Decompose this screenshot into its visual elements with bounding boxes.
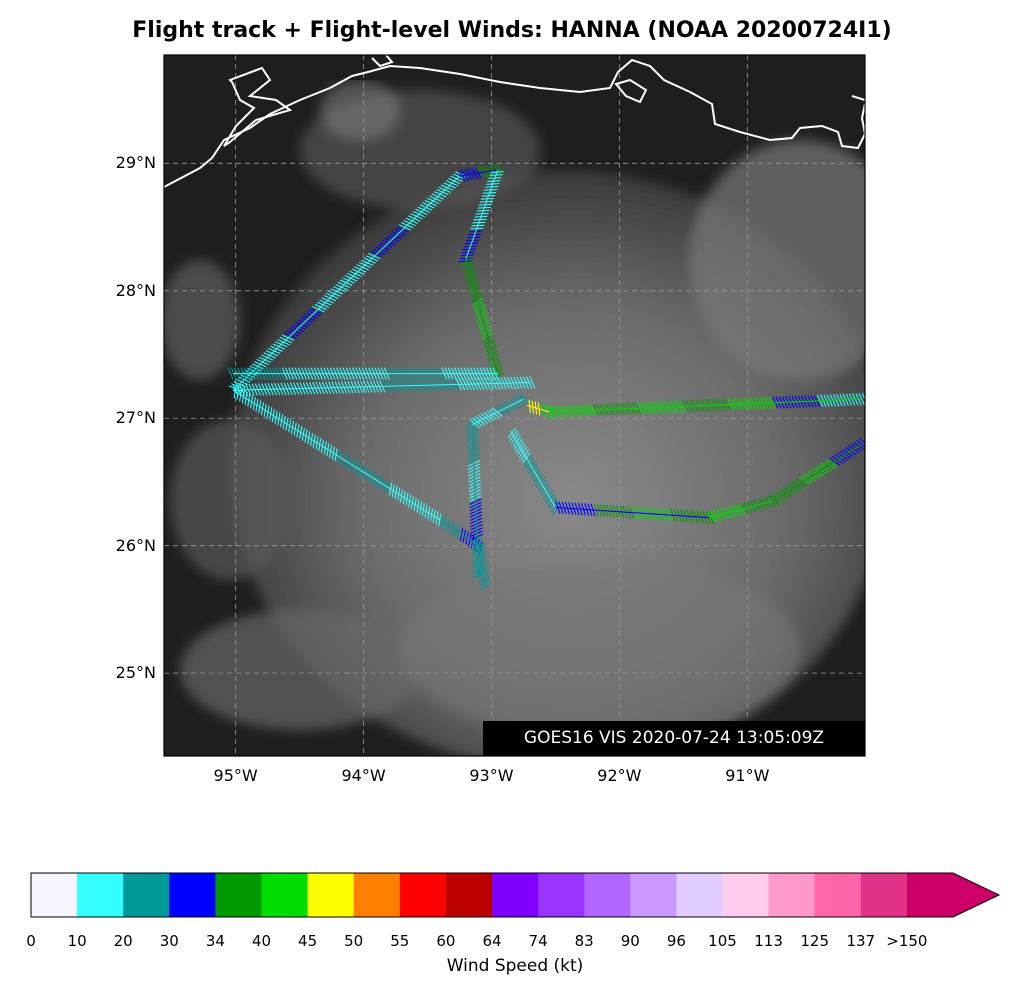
colorbar-swatch xyxy=(307,873,355,917)
flight-track-line xyxy=(555,506,709,519)
flight-track-line xyxy=(232,284,345,391)
colorbar-tick-label: 96 xyxy=(666,932,686,950)
colorbar-swatch xyxy=(630,873,677,917)
wind-barb xyxy=(227,367,234,380)
satellite-timestamp: GOES16 VIS 2020-07-24 13:05:09Z xyxy=(483,721,865,756)
flight-track-line xyxy=(708,500,774,519)
flight-track-line xyxy=(232,389,441,521)
colorbar-tick-label: 74 xyxy=(528,932,548,950)
colorbar-tick-label: 30 xyxy=(159,932,179,950)
colorbar-tick-label: 60 xyxy=(436,932,456,950)
colorbar-swatch xyxy=(584,873,631,917)
colorbar-label: Wind Speed (kt) xyxy=(446,956,584,976)
flight-track-line xyxy=(510,430,556,508)
flight-track-line xyxy=(233,382,530,391)
colorbar-swatch xyxy=(215,873,262,917)
colorbar-tick-label: 137 xyxy=(846,932,876,950)
colorbar-swatch xyxy=(860,873,908,917)
lat-tick-label: 26°N xyxy=(115,535,156,555)
colorbar-swatch xyxy=(123,873,170,917)
wind-barb xyxy=(529,376,536,389)
colorbar-swatch xyxy=(492,873,539,917)
colorbar-swatch xyxy=(722,873,770,917)
colorbar-tick-label: 50 xyxy=(344,932,364,950)
flight-track-line xyxy=(471,424,480,578)
wind-barb xyxy=(552,504,562,516)
flight-track-line xyxy=(465,169,499,260)
colorbar-tick-label: 20 xyxy=(113,932,133,950)
flight-track-line xyxy=(440,519,479,547)
lon-tick-label: 95°W xyxy=(213,766,258,785)
lat-tick-label: 27°N xyxy=(115,408,156,428)
colorbar-tick-label: 64 xyxy=(482,932,502,950)
lat-tick-label: 29°N xyxy=(115,153,156,173)
colorbar-swatch xyxy=(399,873,447,917)
flight-track-line xyxy=(772,443,863,502)
chart-title: Flight track + Flight-level Winds: HANNA… xyxy=(132,18,892,43)
colorbar-tick-label: 90 xyxy=(620,932,640,950)
colorbar-tick-label: >150 xyxy=(886,932,928,950)
colorbar-swatch xyxy=(169,873,216,917)
colorbar-tick-label: 0 xyxy=(26,932,36,950)
colorbar-swatch xyxy=(261,873,309,917)
flight-track-line xyxy=(549,398,863,413)
lat-tick-label: 28°N xyxy=(115,280,156,300)
colorbar-swatch xyxy=(676,873,723,917)
wind-barb xyxy=(479,582,492,591)
flight-track-line xyxy=(465,258,499,374)
colorbar-tick-label: 10 xyxy=(67,932,87,950)
coastline xyxy=(164,55,865,188)
colorbar-tick-label: 34 xyxy=(205,932,225,950)
colorbar-swatch xyxy=(768,873,816,917)
colorbar-swatch xyxy=(31,873,78,917)
flight-track-line xyxy=(344,175,460,285)
flight-track-line xyxy=(527,405,550,413)
colorbar-tick-label: 40 xyxy=(251,932,272,950)
colorbar-swatch xyxy=(353,873,401,917)
wind-barb xyxy=(496,163,505,176)
colorbar-tick-label: 113 xyxy=(754,932,783,950)
map-frame xyxy=(163,54,866,757)
colorbar-swatch xyxy=(814,873,862,917)
colorbar-swatch xyxy=(445,873,493,917)
colorbar-outline xyxy=(30,872,1001,918)
colorbar-tick-label: 125 xyxy=(800,932,829,950)
colorbar-swatch xyxy=(906,873,999,917)
colorbar-swatch xyxy=(77,873,124,917)
lon-tick-label: 94°W xyxy=(341,766,386,785)
colorbar-swatch xyxy=(538,873,585,917)
flight-track-wind-barbs xyxy=(227,163,865,591)
cloud-field xyxy=(164,80,865,756)
colorbar-tick-label: 55 xyxy=(390,932,410,950)
wind-barb xyxy=(458,260,472,263)
flight-track-line xyxy=(472,398,524,426)
lon-tick-label: 93°W xyxy=(469,766,514,785)
flight-track-line xyxy=(459,169,498,177)
colorbar-tick-label: 45 xyxy=(298,932,318,950)
colorbar-tick-label: 105 xyxy=(708,932,737,950)
lon-tick-label: 91°W xyxy=(725,766,770,785)
colorbar-tick-label: 83 xyxy=(574,932,594,950)
lon-tick-label: 92°W xyxy=(597,766,642,785)
lat-tick-label: 25°N xyxy=(115,663,156,683)
